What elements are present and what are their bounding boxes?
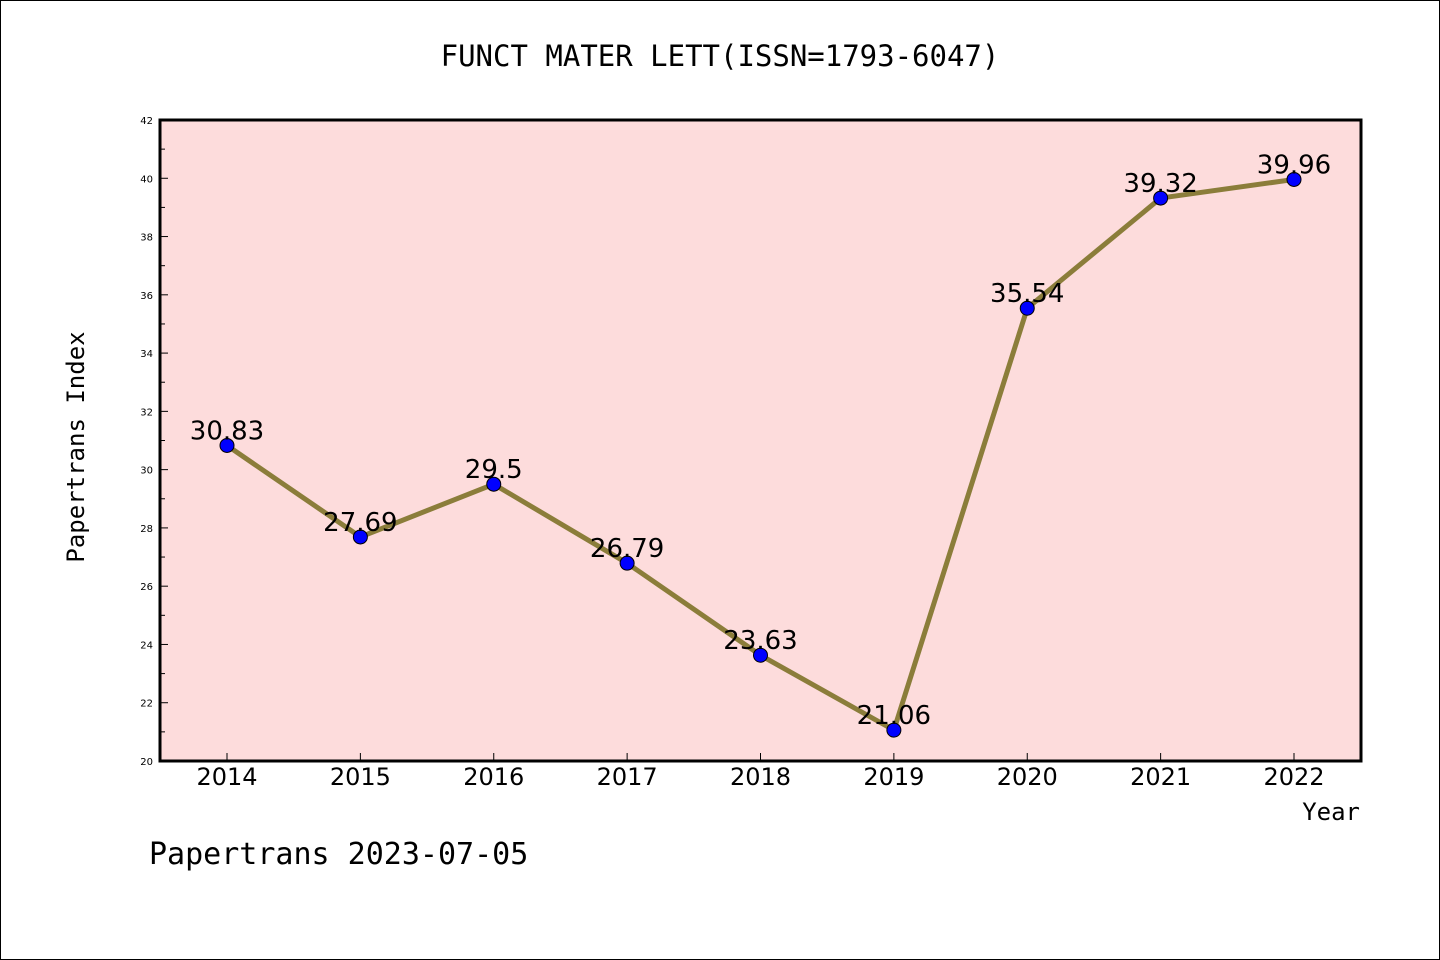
y-tick-label: 32 — [140, 407, 153, 418]
y-tick-label: 24 — [140, 640, 153, 651]
y-tick-label: 40 — [140, 174, 153, 185]
data-label: 21.06 — [857, 701, 931, 731]
y-tick-label: 20 — [140, 757, 153, 768]
data-label: 30.83 — [190, 416, 264, 446]
data-label: 23.63 — [723, 626, 797, 656]
data-point — [753, 647, 768, 663]
chart-title: FUNCT MATER LETT(ISSN=1793-6047) — [441, 39, 1000, 73]
x-tick-label: 2016 — [463, 763, 524, 791]
x-axis-label: Year — [1302, 798, 1360, 826]
y-tick-label: 30 — [140, 466, 153, 477]
data-point — [1153, 190, 1169, 206]
x-tick-label: 2018 — [730, 763, 791, 791]
x-tick-label: 2021 — [1130, 763, 1191, 791]
data-point — [619, 555, 635, 571]
x-axis: 2014 2015 2016 2017 2018 2019 2020 2021 2022 — [196, 753, 1325, 791]
data-label: 39.32 — [1123, 169, 1197, 199]
data-point — [1286, 171, 1302, 187]
data-point — [219, 437, 235, 453]
data-point — [486, 476, 502, 492]
x-tick-label: 2020 — [997, 763, 1058, 791]
footer-text: Papertrans 2023-07-05 — [149, 837, 528, 872]
data-point — [352, 529, 368, 545]
data-label: 39.96 — [1257, 150, 1331, 180]
y-tick-label: 28 — [140, 524, 153, 535]
y-tick-label: 22 — [140, 699, 153, 710]
plot-area — [158, 118, 1363, 763]
y-tick-label: 36 — [140, 291, 153, 302]
x-tick-label: 2015 — [330, 763, 391, 791]
x-tick-label: 2022 — [1263, 763, 1324, 791]
series-markers — [219, 171, 1302, 738]
y-tick-label: 38 — [140, 233, 153, 244]
data-point — [1019, 300, 1035, 316]
data-point — [886, 722, 902, 738]
x-tick-label: 2014 — [196, 763, 257, 791]
data-label: 35.54 — [990, 279, 1064, 309]
y-tick-label: 42 — [140, 116, 153, 127]
data-label: 27.69 — [323, 508, 397, 538]
y-tick-label: 26 — [140, 582, 153, 593]
y-tick-label: 34 — [140, 349, 153, 360]
data-label: 26.79 — [590, 534, 664, 564]
data-labels: 30.83 27.69 29.5 26.79 23.63 21.06 35.54 39.32 3… — [190, 150, 1331, 731]
x-tick-label: 2017 — [597, 763, 658, 791]
data-label: 29.5 — [465, 455, 523, 485]
y-axis: 20 22 24 26 28 30 32 34 36 38 40 42 — [140, 116, 168, 768]
y-axis-label: Papertrans Index — [62, 331, 90, 562]
x-tick-label: 2019 — [863, 763, 924, 791]
